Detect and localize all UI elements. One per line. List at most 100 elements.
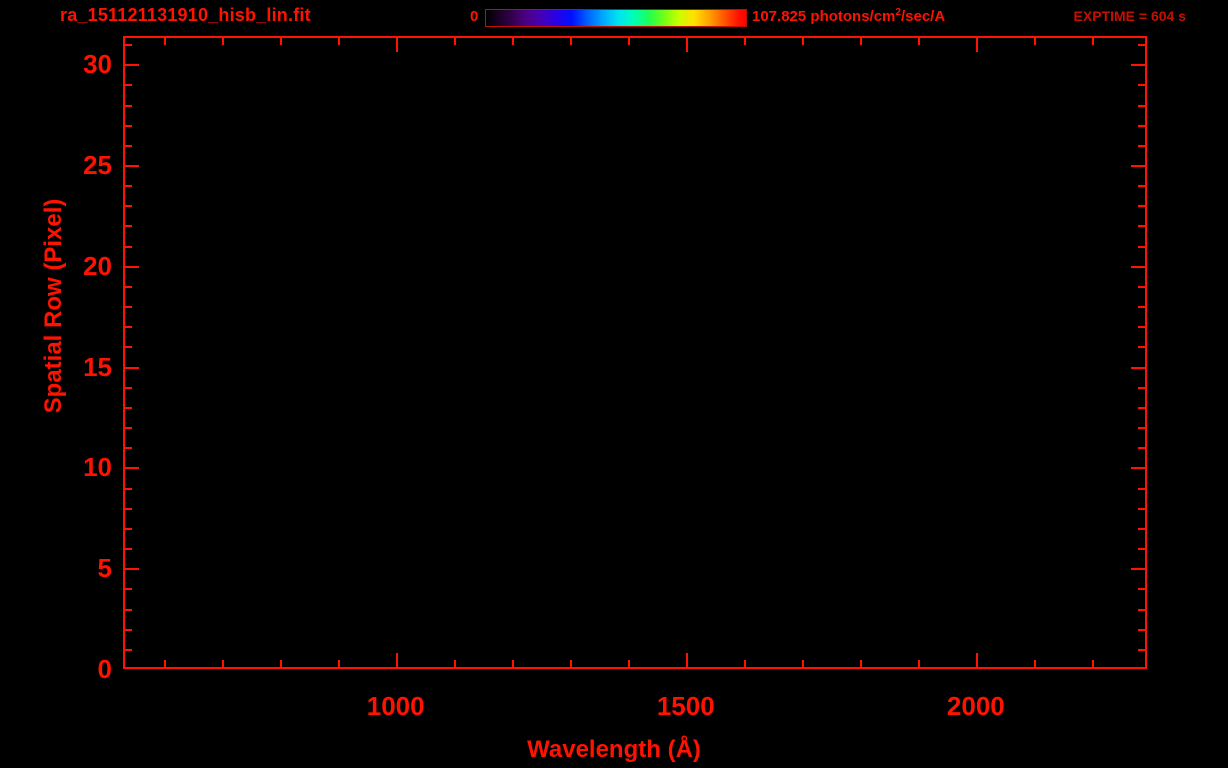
y-minor-tick [123,528,132,530]
x-minor-tick [686,653,688,669]
y-minor-tick [123,84,132,86]
colorbar-min-label: 0 [470,8,479,25]
y-minor-tick-right [1138,145,1147,147]
y-axis-tick-labels: 0 5 10 15 20 25 30 [62,36,112,682]
y-minor-tick [123,185,132,187]
x-minor-tick [918,660,920,669]
x-axis-tick-labels: 1000 1500 2000 [0,693,1228,725]
x-minor-tick [222,660,224,669]
x-minor-tick [338,660,340,669]
y-tick-label: 0 [97,654,112,684]
y-minor-tick [123,286,132,288]
colorbar-max-value: 107.825 [752,8,807,25]
colorbar [485,9,747,27]
x-minor-tick [1092,660,1094,669]
y-minor-tick-right [1138,508,1147,510]
x-minor-tick-top [744,36,746,45]
y-minor-tick [123,145,132,147]
x-tick-label: 1500 [656,691,715,721]
x-minor-tick [280,660,282,669]
y-minor-tick-right [1138,629,1147,631]
x-minor-tick-top [396,36,398,52]
x-minor-tick [570,660,572,669]
y-minor-tick-right [1138,488,1147,490]
y-minor-tick [123,246,132,248]
x-minor-tick [164,660,166,669]
y-minor-tick-right [1138,44,1147,46]
colorbar-units-exponent: 2 [895,7,901,18]
y-minor-tick [123,407,132,409]
y-minor-tick-right [1138,609,1147,611]
y-minor-tick-right [1131,568,1147,570]
y-minor-tick-right [1138,407,1147,409]
y-minor-tick [123,387,132,389]
x-minor-tick-top [1092,36,1094,45]
x-minor-tick-top [918,36,920,45]
y-tick-label: 25 [83,150,112,181]
y-minor-tick [123,488,132,490]
x-minor-tick-top [222,36,224,45]
x-minor-tick-top [512,36,514,45]
x-minor-tick-top [454,36,456,45]
y-minor-tick [123,225,132,227]
page-title: ra_151121131910_hisb_lin.fit [60,5,311,25]
y-minor-tick [123,306,132,308]
x-minor-tick [976,653,978,669]
x-minor-tick [1034,660,1036,669]
y-tick-label: 10 [83,452,112,483]
y-minor-tick [123,266,139,268]
y-minor-tick-right [1138,387,1147,389]
y-minor-tick-right [1138,205,1147,207]
x-minor-tick [512,660,514,669]
y-minor-tick [123,447,132,449]
x-minor-tick [454,660,456,669]
exptime-label: EXPTIME = 604 s [1073,8,1186,24]
y-minor-tick-right [1131,64,1147,66]
y-minor-tick [123,44,132,46]
y-minor-tick [123,508,132,510]
y-axis-title: Spatial Row (Pixel) [40,198,67,414]
x-minor-tick-top [338,36,340,45]
x-minor-tick-top [164,36,166,45]
y-minor-tick [123,205,132,207]
y-tick-label: 5 [97,553,112,584]
x-minor-tick-top [1034,36,1036,45]
y-minor-tick [123,588,132,590]
y-minor-tick-right [1138,548,1147,550]
y-minor-tick-right [1138,346,1147,348]
x-tick-label: 2000 [946,691,1005,721]
y-tick-label: 30 [83,49,112,80]
colorbar-units-post: /sec/A [900,8,946,25]
y-minor-tick-right [1138,528,1147,530]
x-minor-tick [628,660,630,669]
y-minor-tick-right [1138,225,1147,227]
y-tick-label: 15 [83,351,112,382]
y-minor-tick [123,629,132,631]
y-minor-tick [123,105,132,107]
colorbar-units-pre: photons/cm [806,8,896,25]
colorbar-max-label: 107.825 photons/cm2/sec/A [752,7,945,25]
y-tick-label: 20 [83,250,112,281]
x-minor-tick-top [570,36,572,45]
y-minor-tick-right [1138,326,1147,328]
y-minor-tick [123,609,132,611]
x-minor-tick-top [860,36,862,45]
x-minor-tick [860,660,862,669]
y-minor-tick-right [1131,367,1147,369]
y-minor-tick [123,649,132,651]
x-minor-tick [744,660,746,669]
y-minor-tick-right [1138,649,1147,651]
y-minor-tick [123,326,132,328]
x-minor-tick-top [976,36,978,52]
y-minor-tick-right [1131,165,1147,167]
y-minor-tick [123,64,139,66]
x-minor-tick-top [280,36,282,45]
y-minor-tick [123,548,132,550]
x-minor-tick [396,653,398,669]
y-minor-tick [123,367,139,369]
y-minor-tick-right [1138,588,1147,590]
y-minor-tick-right [1138,246,1147,248]
x-minor-tick-top [686,36,688,52]
y-minor-tick [123,125,132,127]
